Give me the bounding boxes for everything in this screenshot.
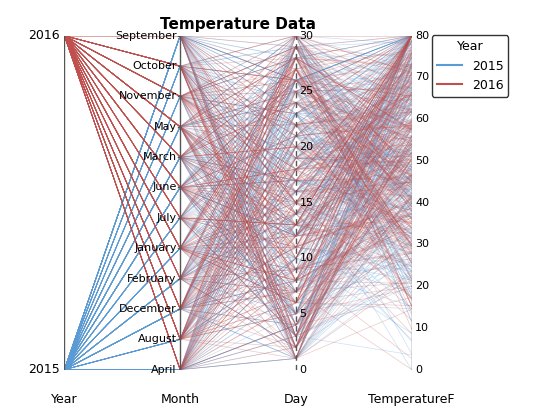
Text: 60: 60: [415, 114, 429, 124]
Text: 30: 30: [415, 239, 429, 249]
Text: January: January: [134, 243, 176, 253]
Text: February: February: [127, 273, 176, 284]
Text: September: September: [115, 31, 176, 41]
Text: 15: 15: [300, 198, 314, 207]
Text: October: October: [132, 61, 176, 71]
Text: 20: 20: [300, 142, 314, 152]
Text: June: June: [152, 182, 176, 192]
Text: December: December: [119, 304, 176, 314]
Text: 10: 10: [415, 323, 429, 333]
Title: Temperature Data: Temperature Data: [160, 17, 316, 32]
Text: May: May: [153, 122, 176, 132]
Text: 2015: 2015: [28, 363, 60, 376]
Text: April: April: [151, 365, 176, 375]
Text: 80: 80: [415, 31, 429, 41]
Text: July: July: [157, 213, 176, 223]
Text: Day: Day: [283, 393, 308, 406]
Text: 30: 30: [300, 31, 314, 41]
Text: 5: 5: [300, 309, 306, 319]
Text: 40: 40: [415, 198, 429, 207]
Text: 10: 10: [300, 253, 314, 263]
Text: August: August: [138, 334, 176, 344]
Text: 70: 70: [415, 72, 429, 82]
Text: 0: 0: [415, 365, 422, 375]
Text: TemperatureF: TemperatureF: [368, 393, 455, 406]
Text: Year: Year: [51, 393, 78, 406]
Text: 50: 50: [415, 156, 429, 166]
Text: 2016: 2016: [28, 29, 60, 42]
Text: 25: 25: [300, 87, 314, 96]
Text: 20: 20: [415, 281, 429, 291]
Legend: 2015, 2016: 2015, 2016: [432, 35, 508, 97]
Text: 0: 0: [300, 365, 306, 375]
Text: March: March: [143, 152, 176, 162]
Text: Month: Month: [161, 393, 199, 406]
Text: November: November: [119, 92, 176, 101]
